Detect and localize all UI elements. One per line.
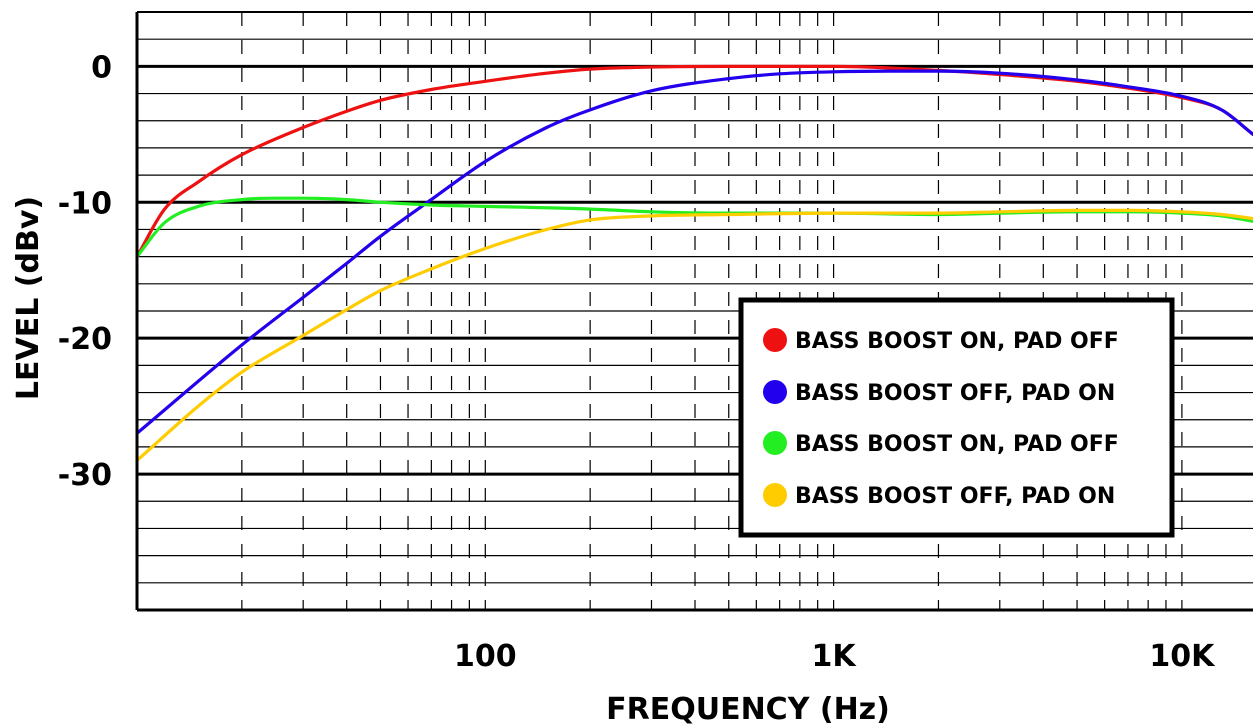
y-tick-label: -10 [58, 186, 112, 221]
legend-label-2: BASS BOOST OFF, PAD ON [795, 381, 1115, 406]
y-tick-label: -30 [58, 458, 112, 493]
axes [135, 11, 1253, 612]
legend-marker-2 [763, 380, 787, 404]
legend-label-1: BASS BOOST ON, PAD OFF [795, 329, 1119, 354]
legend-marker-4 [763, 483, 787, 507]
legend-marker-1 [763, 328, 787, 352]
y-axis-label: LEVEL (dBv) [11, 196, 46, 400]
legend: BASS BOOST ON, PAD OFF BASS BOOST OFF, PA… [738, 297, 1175, 538]
x-tick-label: 1K [812, 639, 858, 674]
x-axis-label: FREQUENCY (Hz) [606, 692, 890, 725]
y-tick-label: 0 [91, 50, 112, 85]
series-line-4 [137, 208, 1253, 463]
x-tick-label: 100 [454, 639, 517, 674]
legend-box [738, 297, 1175, 538]
series-line-2 [137, 69, 1253, 435]
legend-marker-3 [763, 431, 787, 455]
x-tick-label: 10K [1149, 639, 1216, 674]
series-lines [137, 64, 1253, 463]
tick-labels: 0 -10 -20 -30 100 1K 10K [58, 50, 1216, 674]
legend-label-4: BASS BOOST OFF, PAD ON [795, 484, 1115, 509]
legend-label-3: BASS BOOST ON, PAD OFF [795, 432, 1119, 457]
y-tick-label: -20 [58, 322, 112, 357]
